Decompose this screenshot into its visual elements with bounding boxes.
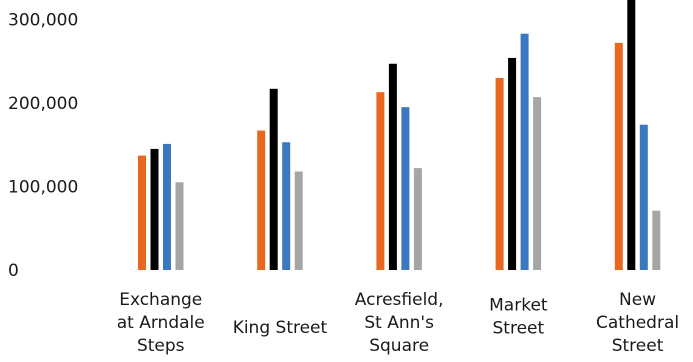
x-tick-label: Acresfield, St Ann's Square	[355, 290, 444, 356]
x-tick-label: King Street	[233, 318, 328, 338]
y-tick-label: 0	[8, 261, 19, 281]
y-tick-label: 100,000	[8, 178, 78, 198]
bar	[257, 130, 266, 270]
bar	[294, 171, 303, 270]
x-tick-label: Exchange at Arndale Steps	[117, 290, 205, 356]
bar	[508, 57, 517, 270]
y-axis: 0 100,000 200,000 300,000	[8, 11, 78, 282]
bar	[413, 168, 422, 270]
bar	[376, 92, 385, 271]
x-tick-label: New Cathedral Street	[596, 290, 679, 356]
bar	[495, 77, 504, 270]
bar	[533, 97, 542, 270]
bar	[163, 143, 171, 270]
bar	[269, 88, 278, 271]
y-tick-label: 200,000	[8, 94, 78, 114]
bar	[401, 107, 410, 270]
bar	[138, 155, 146, 270]
bar	[282, 142, 291, 270]
y-tick-label: 300,000	[8, 11, 78, 31]
bar	[652, 210, 661, 270]
bar	[614, 42, 623, 270]
bar	[627, 0, 636, 270]
bars	[138, 0, 661, 271]
bar	[175, 182, 184, 270]
x-axis: Exchange at Arndale Steps King Street Acresf…	[117, 290, 679, 356]
x-tick-label: Market Street	[489, 296, 548, 339]
bar	[520, 33, 529, 270]
bar	[639, 124, 648, 271]
bar	[150, 148, 159, 270]
bar	[388, 63, 397, 270]
